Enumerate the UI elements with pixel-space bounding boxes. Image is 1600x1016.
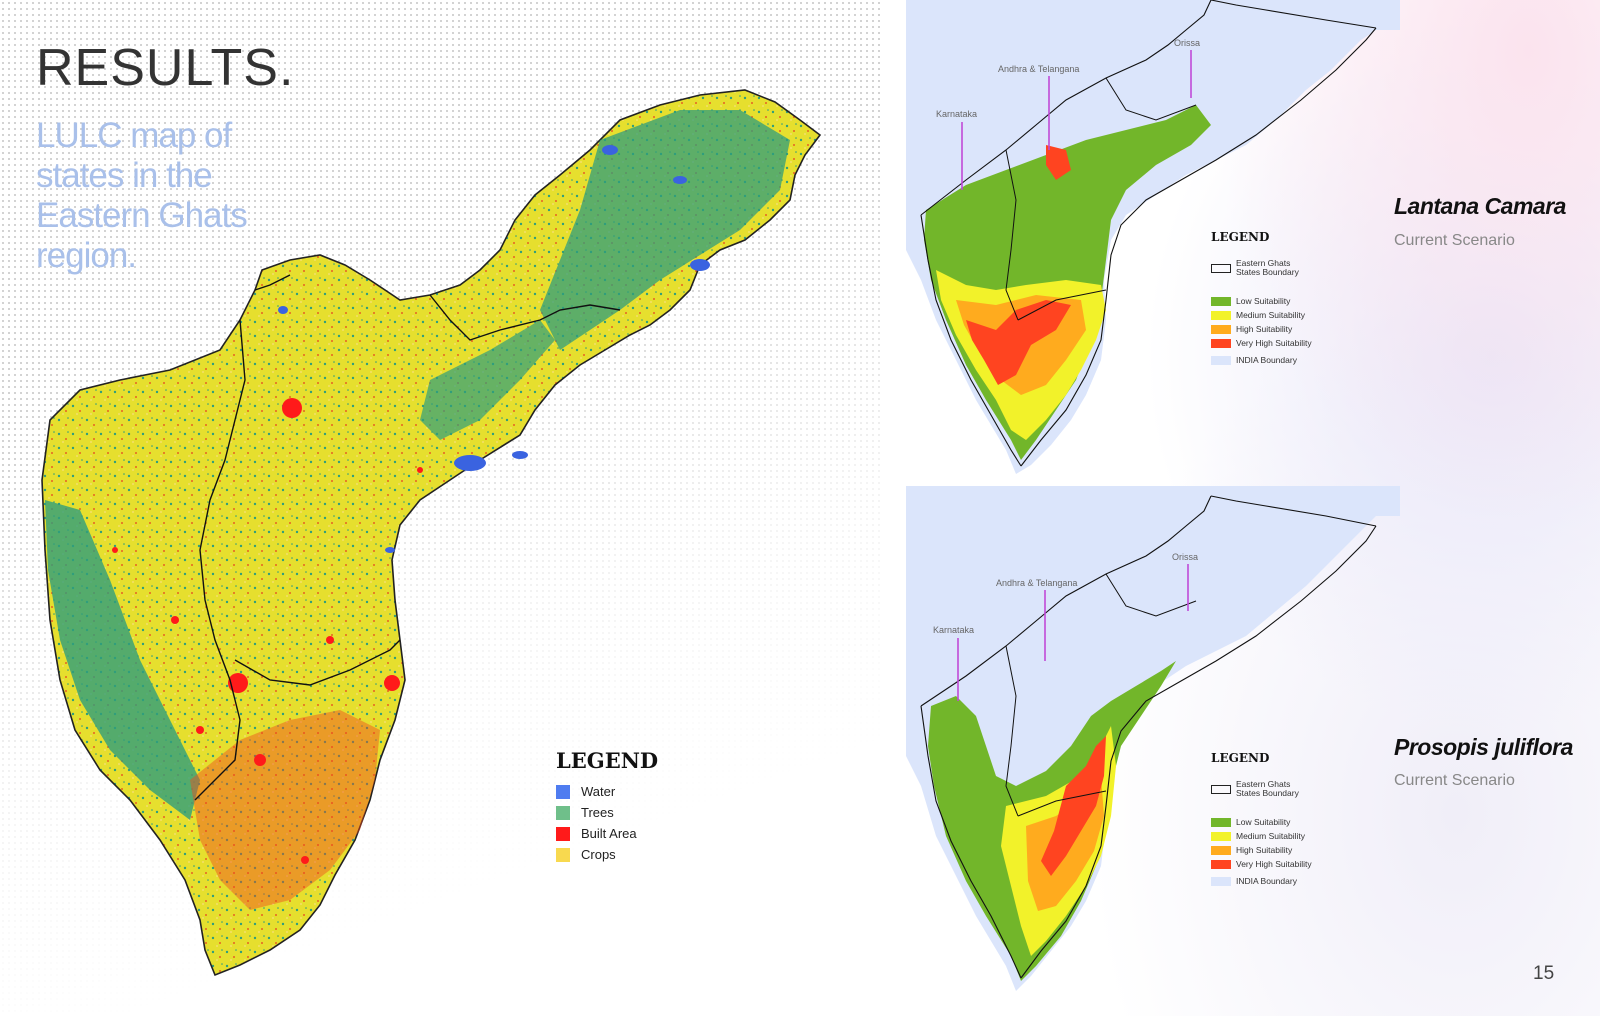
legend-swatch — [1211, 310, 1231, 320]
prosopis-legend: LEGEND Eastern Ghats States Boundary Low… — [1211, 751, 1316, 888]
legend-swatch — [1211, 296, 1231, 306]
legend-label: Very High Suitability — [1236, 859, 1312, 869]
legend-swatch — [1211, 324, 1231, 334]
legend-item: High Suitability — [1211, 322, 1316, 336]
species-title-prosopis: Prosopis juliflora — [1394, 734, 1573, 760]
lulc-legend-swatch — [556, 784, 570, 799]
legend-label: INDIA Boundary — [1236, 876, 1297, 886]
legend-swatch — [1211, 831, 1231, 841]
lantana-legend: LEGEND Eastern Ghats States Boundary Low… — [1211, 230, 1316, 367]
legend-boundary-swatch — [1211, 784, 1231, 794]
state-boundary-inner — [1005, 77, 1197, 321]
legend-swatch — [1211, 355, 1231, 365]
scenario-label-lantana: Current Scenario — [1394, 232, 1515, 249]
eastern-ghats-very-high-zone — [966, 300, 1071, 385]
state-label-orissa: Orissa — [1172, 552, 1198, 562]
legend-item: Very High Suitability — [1211, 857, 1316, 871]
legend-swatch — [1211, 338, 1231, 348]
legend-label: High Suitability — [1236, 845, 1293, 855]
legend-swatch — [1211, 859, 1231, 869]
state-label-andhra: Andhra & Telangana — [996, 578, 1077, 588]
state-label-orissa: Orissa — [1174, 38, 1200, 48]
legend-boundary-swatch — [1211, 263, 1231, 273]
legend-item: Very High Suitability — [1211, 336, 1316, 350]
legend-item: High Suitability — [1211, 843, 1316, 857]
page-title: RESULTS. — [36, 39, 295, 97]
lulc-legend-item: Crops — [556, 844, 658, 865]
legend-item: Low Suitability — [1211, 815, 1316, 829]
page-number: 15 — [1533, 963, 1555, 984]
legend-boundary-item: Eastern Ghats States Boundary — [1211, 777, 1316, 801]
legend-label: Medium Suitability — [1236, 831, 1305, 841]
legend-item: Low Suitability — [1211, 294, 1316, 308]
legend-item: Medium Suitability — [1211, 829, 1316, 843]
lulc-legend-label: Water — [581, 784, 616, 799]
legend-label: High Suitability — [1236, 324, 1293, 334]
lulc-region-shape — [41, 89, 822, 977]
state-label-markers — [957, 564, 1189, 701]
lantana-suitability-map: Karnataka Andhra & Telangana Orissa — [906, 0, 1400, 474]
lulc-forest-west — [45, 500, 200, 820]
state-label-markers — [961, 50, 1192, 190]
lulc-legend-item: Water — [556, 781, 658, 802]
legend-swatch — [1211, 845, 1231, 855]
lulc-legend-label: Built Area — [581, 826, 637, 841]
lulc-forest-ghats — [420, 320, 555, 440]
eastern-ghats-very-high-zone — [1046, 145, 1071, 180]
legend-item: INDIA Boundary — [1211, 874, 1316, 888]
state-label-andhra: Andhra & Telangana — [998, 64, 1079, 74]
lulc-legend-title: LEGEND — [556, 748, 659, 773]
lantana-legend-title: LEGEND — [1211, 230, 1270, 244]
lulc-legend-swatch — [556, 805, 570, 820]
lulc-builtup-south — [190, 710, 380, 910]
eastern-ghats-very-high-zone — [1041, 736, 1106, 876]
prosopis-suitability-map: Karnataka Andhra & Telangana Orissa — [906, 486, 1400, 991]
lulc-state-boundaries — [194, 274, 621, 801]
scenario-label-prosopis: Current Scenario — [1394, 772, 1515, 789]
lulc-legend-item: Trees — [556, 802, 658, 823]
lulc-forest-east — [540, 110, 790, 350]
page-subtitle: LULC map of states in the Eastern Ghats … — [36, 116, 248, 275]
legend-boundary-item: Eastern Ghats States Boundary — [1211, 256, 1316, 280]
lulc-legend-label: Crops — [581, 847, 616, 862]
legend-boundary-label: Eastern Ghats States Boundary — [1236, 258, 1299, 277]
legend-item: Medium Suitability — [1211, 308, 1316, 322]
legend-boundary-label: Eastern Ghats States Boundary — [1236, 779, 1299, 798]
species-title-lantana: Lantana Camara — [1394, 193, 1566, 219]
lulc-cities — [112, 398, 423, 864]
state-label-karnataka: Karnataka — [933, 625, 974, 635]
state-boundary-inner — [1005, 573, 1197, 817]
lulc-map — [41, 89, 822, 977]
legend-item: INDIA Boundary — [1211, 353, 1316, 367]
legend-label: Low Suitability — [1236, 296, 1291, 306]
state-label-karnataka: Karnataka — [936, 109, 977, 119]
legend-swatch — [1211, 876, 1231, 886]
lulc-legend-swatch — [556, 826, 570, 841]
lulc-legend-label: Trees — [581, 805, 614, 820]
lulc-legend: LEGEND Water Trees Built Area Crops — [556, 748, 658, 865]
legend-swatch — [1211, 817, 1231, 827]
lulc-legend-swatch — [556, 847, 570, 862]
legend-label: INDIA Boundary — [1236, 355, 1297, 365]
prosopis-legend-title: LEGEND — [1211, 751, 1270, 765]
legend-label: Medium Suitability — [1236, 310, 1305, 320]
legend-label: Low Suitability — [1236, 817, 1291, 827]
legend-label: Very High Suitability — [1236, 338, 1312, 348]
lulc-water-bodies — [278, 145, 710, 553]
lulc-legend-item: Built Area — [556, 823, 658, 844]
